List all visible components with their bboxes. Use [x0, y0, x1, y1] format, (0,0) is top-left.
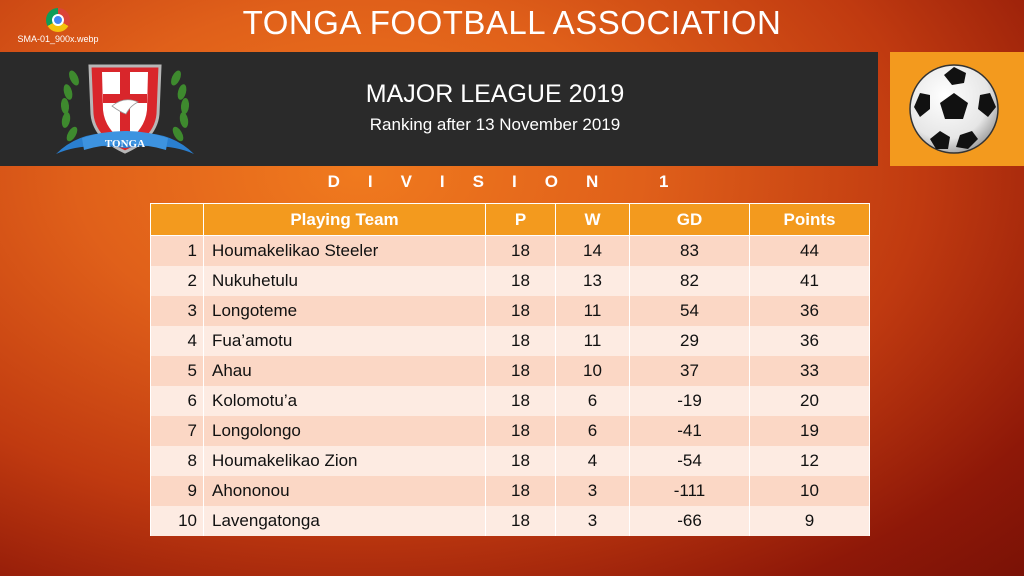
cell-points: 33 [749, 356, 870, 386]
cell-points: 10 [749, 476, 870, 506]
cell-won: 11 [555, 296, 630, 326]
table-row: 3 Longoteme 18 11 54 36 [150, 296, 870, 326]
cell-points: 36 [749, 326, 870, 356]
cell-won: 13 [555, 266, 630, 296]
table-row: 8 Houmakelikao Zion 18 4 -54 12 [150, 446, 870, 476]
table-row: 4 Fua’amotu 18 11 29 36 [150, 326, 870, 356]
standings-table: Playing Team P W GD Points 1 Houmakelikao… [150, 203, 870, 536]
table-row: 5 Ahau 18 10 37 33 [150, 356, 870, 386]
cell-points: 36 [749, 296, 870, 326]
standings-body: 1 Houmakelikao Steeler 18 14 83 44 2 Nukuhetulu… [150, 235, 870, 536]
logo-banner-text: TONGA [105, 138, 145, 150]
cell-won: 6 [555, 416, 630, 446]
cell-rank: 5 [150, 356, 204, 386]
cell-won: 4 [555, 446, 630, 476]
cell-gd: -66 [629, 506, 750, 536]
cell-played: 18 [485, 296, 556, 326]
header-team: Playing Team [203, 203, 486, 236]
ball-panel [890, 52, 1024, 166]
cell-points: 41 [749, 266, 870, 296]
table-row: 9 Ahononou 18 3 -111 10 [150, 476, 870, 506]
cell-points: 19 [749, 416, 870, 446]
cell-team: Ahononou [203, 476, 486, 506]
cell-rank: 4 [150, 326, 204, 356]
cell-won: 6 [555, 386, 630, 416]
cell-gd: 83 [629, 235, 750, 266]
cell-rank: 7 [150, 416, 204, 446]
desktop-file-icon[interactable]: SMA-01_900x.webp [12, 8, 104, 44]
header-gd: GD [629, 203, 750, 236]
cell-played: 18 [485, 356, 556, 386]
header-played: P [485, 203, 556, 236]
cell-played: 18 [485, 235, 556, 266]
cell-won: 11 [555, 326, 630, 356]
cell-played: 18 [485, 326, 556, 356]
cell-team: Nukuhetulu [203, 266, 486, 296]
cell-won: 3 [555, 506, 630, 536]
table-row: 10 Lavengatonga 18 3 -66 9 [150, 506, 870, 536]
cell-team: Longolongo [203, 416, 486, 446]
league-title: MAJOR LEAGUE 2019 [365, 80, 625, 108]
cell-team: Longoteme [203, 296, 486, 326]
cell-points: 9 [749, 506, 870, 536]
tonga-fa-logo: TONGA [56, 64, 194, 154]
cell-points: 12 [749, 446, 870, 476]
cell-won: 14 [555, 235, 630, 266]
division-label: DIVISION 1 [327, 172, 697, 191]
cell-rank: 3 [150, 296, 204, 326]
desktop-file-label: SMA-01_900x.webp [17, 34, 99, 44]
header-rank [150, 203, 204, 236]
cell-gd: 54 [629, 296, 750, 326]
cell-gd: -54 [629, 446, 750, 476]
cell-rank: 10 [150, 506, 204, 536]
cell-played: 18 [485, 506, 556, 536]
cell-team: Kolomotu’a [203, 386, 486, 416]
cell-team: Houmakelikao Steeler [203, 235, 486, 266]
cell-gd: -19 [629, 386, 750, 416]
cell-rank: 1 [150, 235, 204, 266]
cell-played: 18 [485, 386, 556, 416]
cell-team: Lavengatonga [203, 506, 486, 536]
table-row: 2 Nukuhetulu 18 13 82 41 [150, 266, 870, 296]
cell-gd: 82 [629, 266, 750, 296]
main-title: TONGA FOOTBALL ASSOCIATION [242, 4, 782, 41]
cell-team: Fua’amotu [203, 326, 486, 356]
cell-points: 44 [749, 235, 870, 266]
table-header-row: Playing Team P W GD Points [150, 203, 870, 236]
soccer-ball-icon [909, 64, 999, 154]
header-points: Points [749, 203, 870, 236]
cell-gd: 29 [629, 326, 750, 356]
table-row: 1 Houmakelikao Steeler 18 14 83 44 [150, 235, 870, 266]
cell-team: Houmakelikao Zion [203, 446, 486, 476]
ranking-subtitle: Ranking after 13 November 2019 [369, 115, 621, 134]
header-won: W [555, 203, 630, 236]
cell-rank: 2 [150, 266, 204, 296]
cell-won: 10 [555, 356, 630, 386]
cell-won: 3 [555, 476, 630, 506]
cell-gd: 37 [629, 356, 750, 386]
cell-played: 18 [485, 266, 556, 296]
cell-rank: 9 [150, 476, 204, 506]
cell-team: Ahau [203, 356, 486, 386]
cell-played: 18 [485, 446, 556, 476]
cell-played: 18 [485, 416, 556, 446]
table-row: 6 Kolomotu’a 18 6 -19 20 [150, 386, 870, 416]
table-row: 7 Longolongo 18 6 -41 19 [150, 416, 870, 446]
cell-rank: 8 [150, 446, 204, 476]
cell-played: 18 [485, 476, 556, 506]
cell-points: 20 [749, 386, 870, 416]
cell-rank: 6 [150, 386, 204, 416]
chrome-icon [46, 8, 70, 32]
cell-gd: -111 [629, 476, 750, 506]
cell-gd: -41 [629, 416, 750, 446]
